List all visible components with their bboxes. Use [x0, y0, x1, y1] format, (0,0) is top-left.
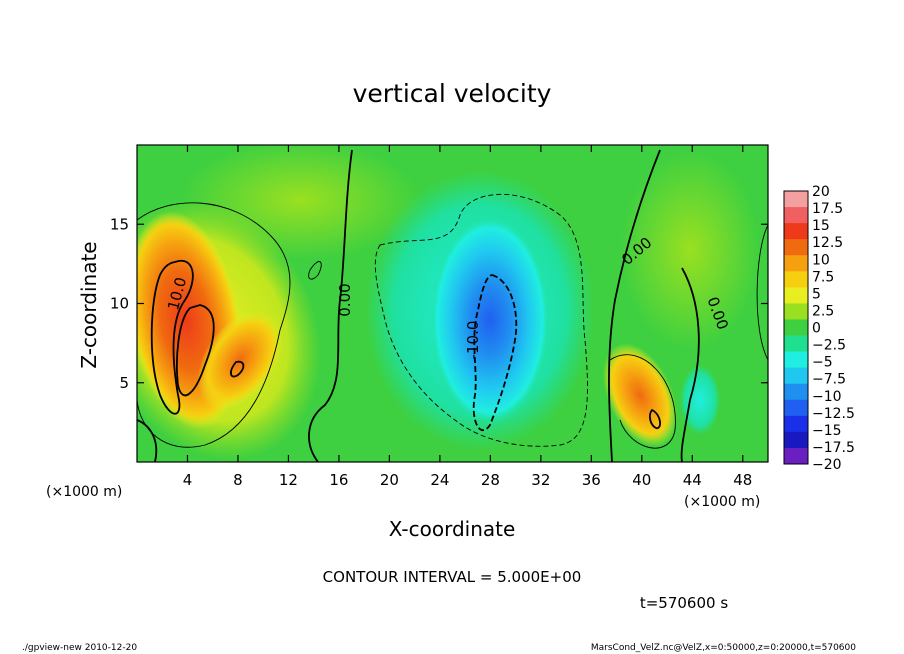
chart-title: vertical velocity — [353, 79, 552, 108]
contour-fifteen — [176, 304, 215, 397]
colorbar-label: 10 — [812, 252, 830, 268]
contour-lines — [137, 149, 768, 462]
z-tick-label: 5 — [119, 374, 129, 392]
x-tick-label: 24 — [430, 471, 449, 489]
z-tick-label: 10 — [110, 295, 129, 313]
contour-zero-thin — [137, 202, 291, 448]
cold-core — [430, 215, 550, 425]
colorbar-swatch — [784, 431, 808, 449]
colorbar-label: −17.5 — [812, 440, 855, 456]
footer-left: ./gpview-new 2010-12-20 — [22, 643, 137, 653]
x-tick-label: 4 — [183, 471, 193, 489]
x-tick-label: 12 — [279, 471, 298, 489]
contour-zero — [308, 149, 353, 462]
contour-neg-thin — [374, 193, 588, 447]
colorbar-label: −7.5 — [812, 372, 846, 388]
colorbar-label: 5 — [812, 286, 821, 302]
colorbar-label: −12.5 — [812, 406, 855, 422]
contour-right-edge — [756, 224, 768, 361]
colorbar-swatch — [784, 399, 808, 417]
colorbar-label: 2.5 — [812, 303, 834, 319]
light-region — [620, 150, 760, 350]
contour-label: 0.00 — [336, 283, 354, 316]
colorbar-label: 12.5 — [812, 235, 843, 251]
time-stamp: t=570600 s — [640, 594, 728, 612]
colorbar-label: 7.5 — [812, 269, 834, 285]
colorbar-label: 15 — [812, 218, 830, 234]
contour-ten-right — [649, 408, 661, 429]
colorbar-frame — [783, 190, 809, 465]
colorbar-swatch — [784, 207, 808, 224]
x-axis-label: X-coordinate — [389, 517, 516, 541]
warm-core-left-2 — [197, 310, 283, 410]
colorbar-label: −15 — [812, 423, 842, 439]
contour-left-bottom — [137, 419, 158, 462]
x-tick-label: 36 — [582, 471, 601, 489]
colorbar-swatch — [784, 223, 808, 240]
x-tick-label: 28 — [481, 471, 500, 489]
colorbar-swatch — [784, 383, 808, 401]
contour-bump — [308, 261, 322, 280]
contour-label: -10.0 — [464, 321, 482, 360]
contour-zero-right-thin — [609, 354, 676, 449]
colorbar-swatch — [784, 335, 808, 353]
colorbar-swatch — [784, 351, 808, 369]
z-tick-label: 15 — [110, 215, 129, 233]
colorbar-label: 0 — [812, 321, 821, 337]
plot-area: 10.0 0.00 0.00 0.00 -10.0 — [137, 145, 768, 462]
colorbar-swatch — [784, 287, 808, 304]
colorbar-swatch — [784, 303, 808, 320]
footer-right: MarsCond_VelZ.nc@VelZ,x=0:50000,z=0:2000… — [591, 643, 856, 653]
x-unit-label: (×1000 m) — [46, 484, 122, 500]
contour-neg-ten — [472, 274, 518, 432]
contour-zero-right — [608, 149, 661, 462]
z-unit-label: (×1000 m) — [684, 494, 760, 510]
colorbar-swatch — [784, 367, 808, 385]
x-tick-label: 40 — [632, 471, 651, 489]
contour-ten — [150, 259, 194, 415]
colorbar-swatch — [784, 271, 808, 288]
colorbar-label: −20 — [812, 457, 842, 473]
z-axis-label: Z-coordinate — [77, 241, 101, 368]
colorbar-swatch — [784, 319, 808, 337]
colorbar-label: −10 — [812, 389, 842, 405]
contour-small — [230, 360, 245, 378]
colorbar-swatch — [784, 447, 808, 465]
x-tick-label: 8 — [233, 471, 243, 489]
field-shading — [137, 145, 760, 461]
contour-zero-right-2 — [680, 267, 700, 462]
colorbar-label: 20 — [812, 184, 830, 200]
x-tick-label: 20 — [380, 471, 399, 489]
colorbar-swatch — [784, 191, 808, 208]
colorbar-swatch — [784, 239, 808, 256]
colorbar-swatch — [784, 255, 808, 272]
z-axis: 5 10 15 — [110, 215, 768, 392]
x-tick-label: 16 — [329, 471, 348, 489]
x-tick-label: 44 — [683, 471, 702, 489]
cold-halo-right — [680, 365, 720, 435]
colorbar-swatch — [784, 415, 808, 433]
colorbar-label: 17.5 — [812, 201, 843, 217]
colorbar-label: −2.5 — [812, 338, 846, 354]
x-axis: 4 8 12 16 20 24 28 32 36 40 44 48 — [183, 145, 752, 489]
x-tick-label: 32 — [531, 471, 550, 489]
contour-interval: CONTOUR INTERVAL = 5.000E+00 — [323, 568, 582, 586]
x-tick-label: 48 — [733, 471, 752, 489]
colorbar-label: −5 — [812, 355, 833, 371]
warm-core-right — [602, 343, 678, 447]
